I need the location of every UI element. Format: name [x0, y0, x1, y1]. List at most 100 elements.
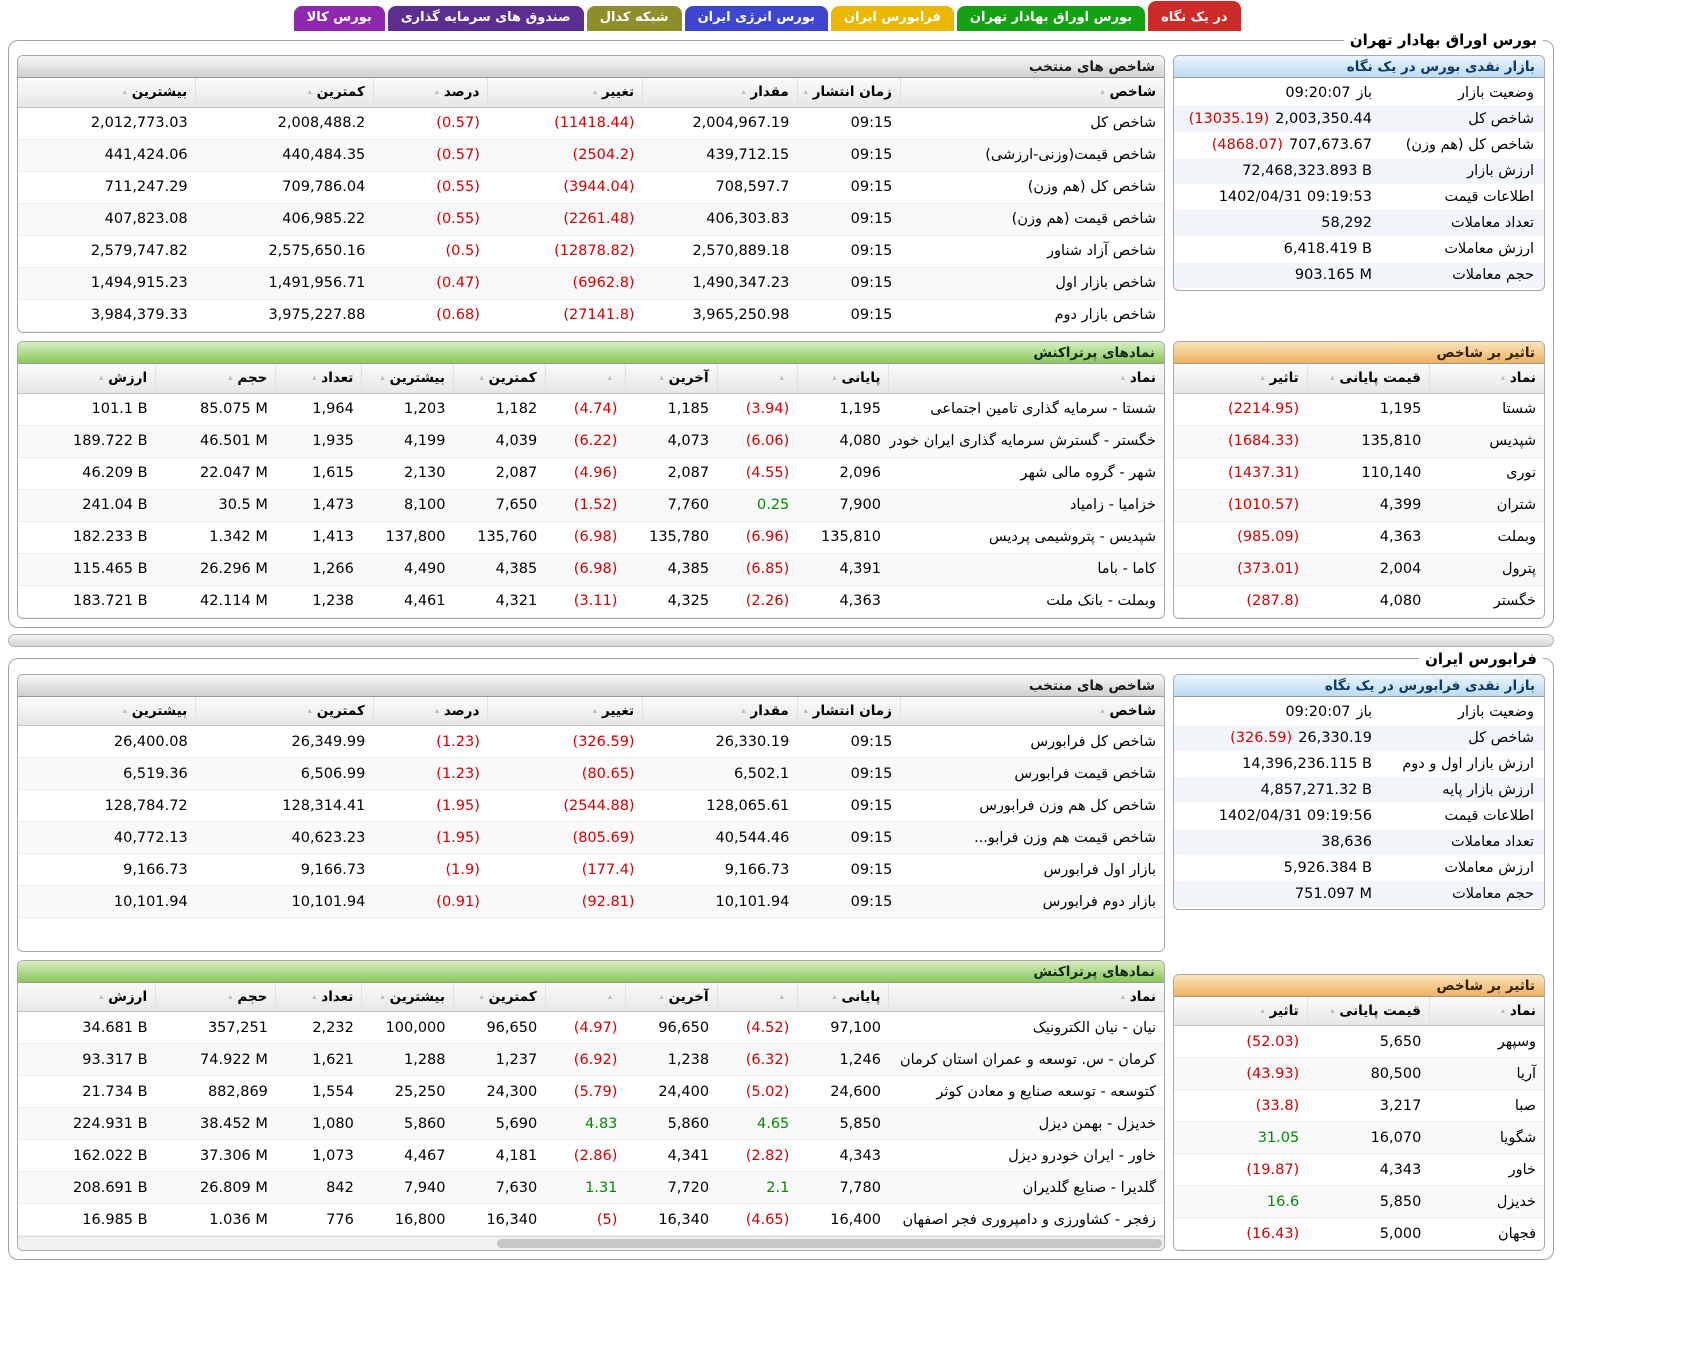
- table-row[interactable]: خاور 4,343 (19.87): [1174, 1153, 1544, 1186]
- tab-ifb[interactable]: فرابورس ایران: [830, 6, 954, 31]
- cell-close: 4,363: [1307, 521, 1430, 554]
- column-header[interactable]: کمترین ▴: [453, 364, 546, 394]
- column-header[interactable]: بیشترین ▴: [18, 696, 196, 726]
- cell-close: 135,810: [1307, 425, 1430, 458]
- table-row[interactable]: شاخص بازار دوم 09:15 3,965,250.98 (27141.8)…: [18, 299, 1164, 332]
- table-row[interactable]: نوری 110,140 (1437.31): [1174, 457, 1544, 490]
- table-row[interactable]: شگویا 16,070 31.05: [1174, 1121, 1544, 1154]
- column-header[interactable]: تاثیر ▴: [1174, 364, 1308, 394]
- column-header[interactable]: درصد ▴: [372, 78, 488, 108]
- column-header[interactable]: شاخص ▴: [899, 696, 1164, 726]
- collapsed-section-bar[interactable]: [8, 633, 1554, 647]
- table-row[interactable]: شاخص قیمت(وزنی-ارزشی) 09:15 439,712.15 (250…: [18, 139, 1164, 172]
- cell-low: 6,506.99: [195, 757, 374, 790]
- table-row[interactable]: کتوسعه - توسعه صنایع و معادن کوثر 24,600(…: [18, 1075, 1164, 1108]
- table-row[interactable]: فجهان 5,000 (16.43): [1174, 1217, 1544, 1250]
- table-row[interactable]: گلدیرا - صنایع گلدیران 7,780 2.1 7,720 1.31 7…: [18, 1171, 1164, 1204]
- column-header[interactable]: بیشترین ▴: [361, 364, 454, 394]
- table-row[interactable]: خزامیا - زامیاد 7,900 0.25 7,760 (1.52) 7,650…: [18, 489, 1164, 522]
- scrollbar-thumb[interactable]: [497, 1239, 1162, 1248]
- cell-impact: (2214.95): [1174, 393, 1308, 426]
- column-header[interactable]: تعداد ▴: [275, 982, 362, 1012]
- table-row[interactable]: کاما - باما 4,391 (6.85) 4,385 (6.98) 4,385 4,…: [18, 553, 1164, 586]
- column-header[interactable]: کمترین ▴: [453, 982, 546, 1012]
- column-header[interactable]: تاثیر ▴: [1174, 996, 1308, 1026]
- cell-volume: 1.342 M: [155, 521, 276, 554]
- table-row[interactable]: نیان - نیان الکترونیک 97,100 (4.52) 96,650(…: [18, 1011, 1164, 1044]
- column-header[interactable]: بیشترین ▴: [18, 78, 196, 108]
- cell-impact: (16.43): [1174, 1217, 1308, 1250]
- column-header[interactable]: کمترین ▴: [195, 78, 374, 108]
- column-header[interactable]: قیمت پایانی ▴: [1306, 996, 1430, 1026]
- table-row[interactable]: وبملت 4,363 (985.09): [1174, 521, 1544, 554]
- table-row[interactable]: آریا 80,500 (43.93): [1174, 1057, 1544, 1090]
- column-header[interactable]: زمان انتشار ▴: [796, 78, 901, 108]
- column-header[interactable]: ارزش ▴: [18, 364, 156, 394]
- table-row[interactable]: شاخص قیمت (هم وزن) 09:15 406,303.83 (2261.4…: [18, 203, 1164, 236]
- table-row[interactable]: شهر - گروه مالی شهر 2,096 (4.55) 2,087 (4.96…: [18, 457, 1164, 490]
- table-row[interactable]: وسپهر 5,650 (52.03): [1174, 1025, 1544, 1058]
- table-row[interactable]: شاخص کل 09:15 2,004,967.19 (11418.44) (0.57)…: [18, 107, 1164, 140]
- table-row[interactable]: خدیزل - بهمن دیزل 5,850 4.65 5,860 4.83 5,690…: [18, 1107, 1164, 1140]
- table-row[interactable]: شاخص قیمت فرابورس 09:15 6,502.1 (80.65) (1.2…: [18, 757, 1164, 790]
- table-row[interactable]: خگستر 4,080 (287.8): [1174, 585, 1544, 618]
- table-row[interactable]: شاخص آزاد شناور 09:15 2,570,889.18 (12878.8…: [18, 235, 1164, 268]
- column-header[interactable]: شاخص ▴: [899, 78, 1164, 108]
- column-header[interactable]: نماد ▴: [1428, 996, 1544, 1026]
- column-header[interactable]: حجم ▴: [155, 982, 276, 1012]
- column-header[interactable]: آخرین ▴: [624, 364, 718, 394]
- tab-commodity[interactable]: بورس کالا: [293, 6, 385, 31]
- column-header[interactable]: درصد ▴: [372, 696, 488, 726]
- table-row[interactable]: شتران 4,399 (1010.57): [1174, 489, 1544, 522]
- table-row[interactable]: صبا 3,217 (33.8): [1174, 1089, 1544, 1122]
- cell-high: 2,130: [361, 457, 454, 490]
- cell-volume: 46.501 M: [155, 425, 276, 458]
- table-row[interactable]: شپدیس 135,810 (1684.33): [1174, 425, 1544, 458]
- column-header[interactable]: قیمت پایانی ▴: [1306, 364, 1430, 394]
- table-row[interactable]: شاخص کل فرابورس 09:15 26,330.19 (326.59) (1.…: [18, 725, 1164, 758]
- column-header[interactable]: بیشترین ▴: [361, 982, 454, 1012]
- column-header-blank[interactable]: ▴: [544, 364, 626, 394]
- table-row[interactable]: خاور - ایران خودرو دیزل 4,343 (2.82) 4,341(…: [18, 1139, 1164, 1172]
- table-row[interactable]: پترول 2,004 (373.01): [1174, 553, 1544, 586]
- column-header[interactable]: مقدار ▴: [642, 78, 798, 108]
- table-row[interactable]: شپدیس - پتروشیمی پردیس 135,810 (6.96) 135,7…: [18, 521, 1164, 554]
- table-row[interactable]: شستا 1,195 (2214.95): [1174, 393, 1544, 426]
- column-header[interactable]: آخرین ▴: [624, 982, 718, 1012]
- column-header[interactable]: تعداد ▴: [275, 364, 362, 394]
- column-header[interactable]: زمان انتشار ▴: [796, 696, 901, 726]
- table-row[interactable]: شاخص کل هم وزن فرابورس 09:15 128,065.61 (25…: [18, 789, 1164, 822]
- table-row[interactable]: خگستر - گسترش سرمایه گذاری ایران خودرو 4,…: [18, 425, 1164, 458]
- tab-energy[interactable]: بورس انرژی ایران: [684, 6, 828, 31]
- tab-codal[interactable]: شبکه کدال: [586, 6, 682, 31]
- horizontal-scrollbar[interactable]: [18, 1236, 1164, 1250]
- column-header-blank[interactable]: ▴: [716, 364, 798, 394]
- tab-tse[interactable]: بورس اوراق بهادار تهران: [956, 6, 1146, 31]
- column-header[interactable]: پایانی ▴: [796, 364, 889, 394]
- column-header[interactable]: نماد ▴: [888, 364, 1164, 394]
- column-header-blank[interactable]: ▴: [716, 982, 798, 1012]
- column-header[interactable]: کمترین ▴: [195, 696, 374, 726]
- column-header[interactable]: پایانی ▴: [796, 982, 889, 1012]
- column-header[interactable]: نماد ▴: [1428, 364, 1544, 394]
- column-header[interactable]: حجم ▴: [155, 364, 276, 394]
- column-header-blank[interactable]: ▴: [544, 982, 626, 1012]
- column-header[interactable]: ارزش ▴: [18, 982, 156, 1012]
- tab-funds[interactable]: صندوق های سرمایه گذاری: [387, 6, 584, 31]
- table-row[interactable]: شاخص کل (هم وزن) 09:15 708,597.7 (3944.04)(…: [18, 171, 1164, 204]
- table-row[interactable]: بازار اول فرابورس 09:15 9,166.73 (177.4) (1.…: [18, 853, 1164, 886]
- cell-low: 7,650: [453, 489, 546, 522]
- column-header[interactable]: نماد ▴: [888, 982, 1164, 1012]
- table-row[interactable]: وبملت - بانک ملت 4,363 (2.26) 4,325 (3.11) 4,…: [18, 585, 1164, 618]
- table-row[interactable]: خدیزل 5,850 16.6: [1174, 1185, 1544, 1218]
- table-row[interactable]: شستا - سرمایه گذاری تامین اجتماعی 1,195 (3…: [18, 393, 1164, 426]
- tab-at-a-glance[interactable]: در یک نگاه: [1148, 1, 1241, 31]
- table-row[interactable]: شاخص قیمت هم وزن فرابو... 09:15 40,544.46(…: [18, 821, 1164, 854]
- column-header[interactable]: مقدار ▴: [642, 696, 798, 726]
- column-header[interactable]: تغییر ▴: [487, 696, 643, 726]
- table-row[interactable]: شاخص بازار اول 09:15 1,490,347.23 (6962.8)(…: [18, 267, 1164, 300]
- column-header[interactable]: تغییر ▴: [487, 78, 643, 108]
- table-row[interactable]: بازار دوم فرابورس 09:15 10,101.94 (92.81) (0…: [18, 885, 1164, 918]
- table-row[interactable]: کرمان - س. توسعه و عمران استان کرمان 1,24…: [18, 1043, 1164, 1076]
- table-row[interactable]: زفجر - کشاورزی و دامپروری فجر اصفهان 16,4…: [18, 1203, 1164, 1236]
